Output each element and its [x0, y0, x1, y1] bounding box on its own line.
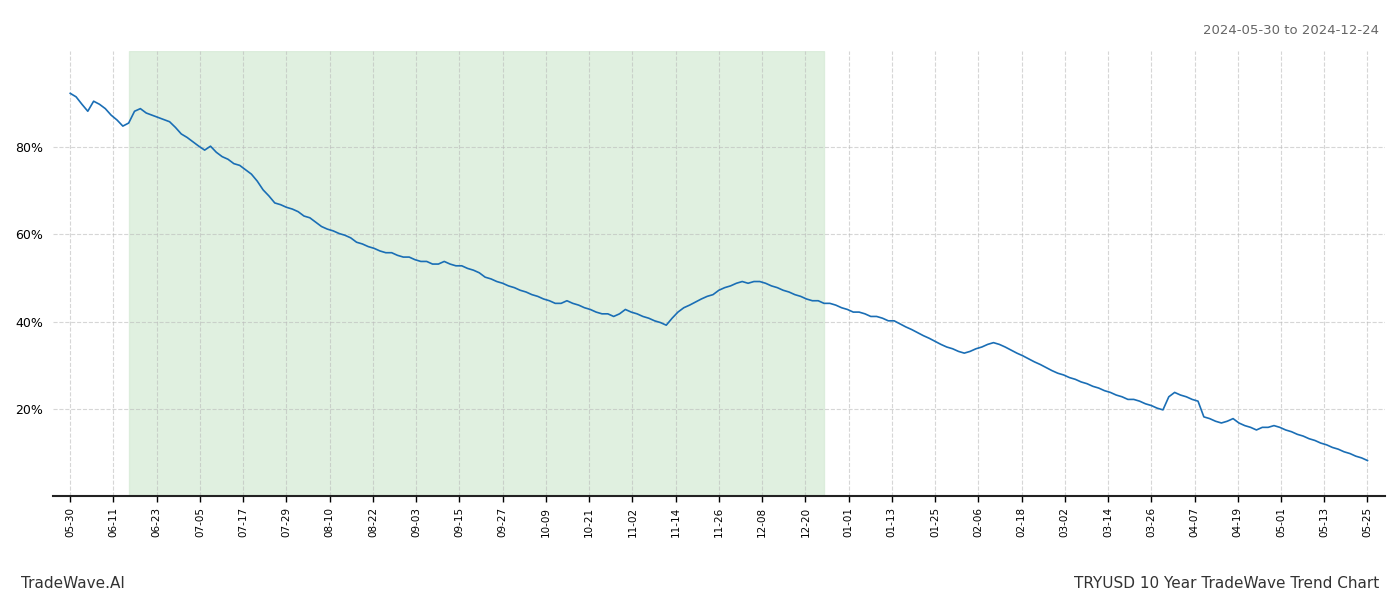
- Bar: [129, 51, 825, 496]
- Text: TradeWave.AI: TradeWave.AI: [21, 576, 125, 591]
- Text: TRYUSD 10 Year TradeWave Trend Chart: TRYUSD 10 Year TradeWave Trend Chart: [1074, 576, 1379, 591]
- Text: 2024-05-30 to 2024-12-24: 2024-05-30 to 2024-12-24: [1203, 24, 1379, 37]
